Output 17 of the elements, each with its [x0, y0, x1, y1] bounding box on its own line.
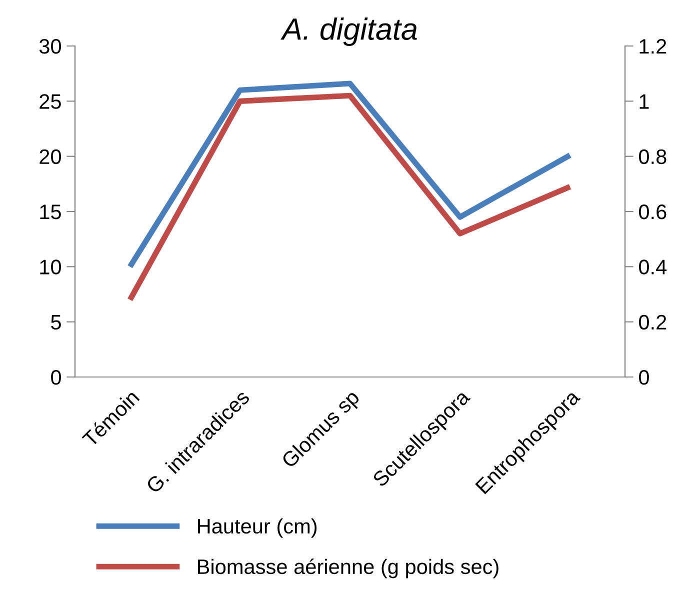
legend-label: Hauteur (cm): [198, 518, 317, 538]
y-tick-label: 25: [40, 94, 61, 109]
y-tick-label: 5: [51, 315, 61, 330]
y2-tick-label: 0: [639, 370, 649, 385]
y2-tick-label: 0.8: [639, 149, 666, 164]
y-tick-label: 15: [40, 204, 61, 220]
y-tick-label: 20: [40, 149, 61, 164]
y2-tick-label: 1: [640, 94, 649, 109]
y2-tick-label: 0.2: [639, 314, 666, 330]
chart-title: A. digitata: [280, 18, 417, 46]
y2-tick-label: 0.6: [639, 204, 666, 220]
y-tick-label: 10: [40, 260, 61, 274]
y2-tick-label: 1.2: [640, 39, 666, 54]
y-tick-label: 30: [39, 39, 61, 54]
y2-tick-label: 0.4: [639, 260, 667, 274]
y-tick-label: 0: [51, 370, 61, 385]
legend-label: Biomasse aérienne (g poids sec): [198, 558, 498, 578]
